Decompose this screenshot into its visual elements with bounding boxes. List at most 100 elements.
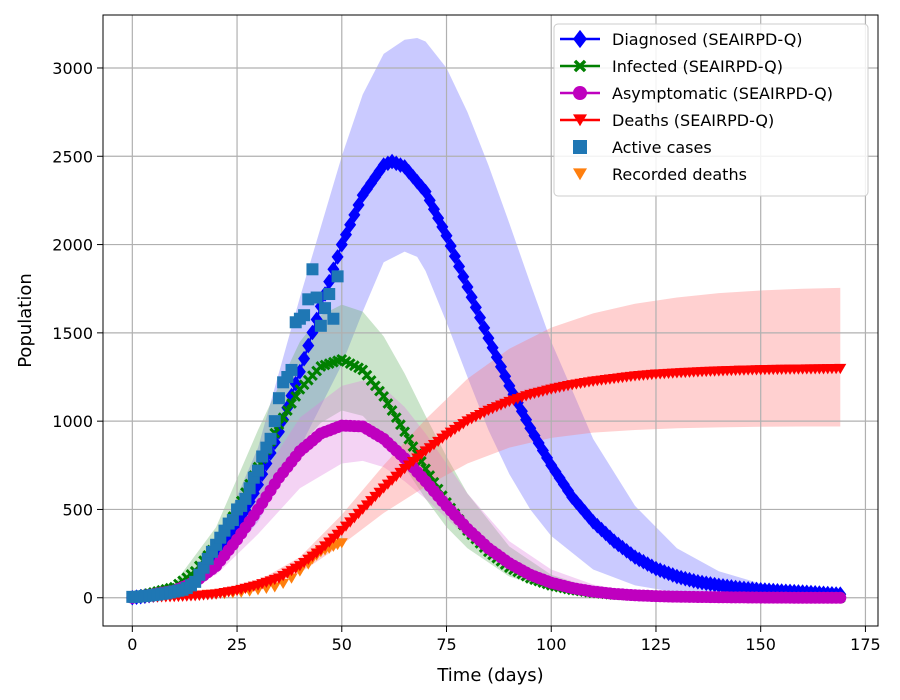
series-point — [390, 412, 402, 424]
active-cases-point — [331, 270, 344, 283]
y-tick-label: 3000 — [52, 59, 93, 78]
x-tick-label: 0 — [127, 635, 137, 654]
series-point — [407, 441, 419, 452]
active-cases-point — [314, 319, 327, 332]
legend-label: Asymptomatic (SEAIRPD-Q) — [612, 84, 833, 103]
x-tick-label: 100 — [536, 635, 567, 654]
series-point — [395, 419, 406, 431]
legend-entry-infected-seairpd-q: Infected (SEAIRPD-Q) — [560, 57, 783, 76]
series-point — [461, 279, 474, 295]
legend-label: Infected (SEAIRPD-Q) — [612, 57, 783, 76]
legend-marker — [573, 140, 587, 154]
y-tick-label: 0 — [83, 589, 93, 608]
y-tick-label: 1000 — [52, 412, 93, 431]
series-point — [386, 405, 398, 416]
legend-entry-recorded-deaths: Recorded deaths — [573, 165, 747, 184]
series-point — [286, 398, 297, 409]
legend-entry-diagnosed-seairpd-q: Diagnosed (SEAIRPD-Q) — [560, 29, 803, 49]
series-point — [402, 164, 415, 180]
series-deaths-seairpd-q — [126, 363, 847, 604]
x-tick-label: 150 — [745, 635, 776, 654]
active-cases-point — [310, 291, 323, 304]
y-tick-label: 2500 — [52, 147, 93, 166]
series-point — [587, 514, 600, 530]
series-point — [226, 525, 239, 542]
plot-area-frame — [102, 14, 879, 627]
active-cases-point — [327, 312, 340, 325]
series-point — [444, 238, 457, 254]
series-point — [356, 187, 369, 203]
series-point — [457, 268, 470, 285]
y-tick-label: 500 — [62, 500, 93, 519]
active-cases-point — [252, 464, 264, 477]
x-tick-label: 25 — [227, 635, 247, 654]
y-axis-title: Population — [15, 273, 36, 368]
series-point — [834, 363, 847, 375]
series-point — [298, 350, 311, 367]
legend-entry-active-cases: Active cases — [573, 138, 712, 157]
series-point — [620, 542, 633, 559]
recorded-deaths-point — [335, 538, 348, 549]
legend-label: Active cases — [612, 138, 712, 157]
series-point — [331, 249, 344, 265]
legend: Diagnosed (SEAIRPD-Q) Infected (SEAIRPD-Q… — [553, 23, 869, 197]
band-asymptomatic-seairpd-q — [132, 380, 841, 598]
active-cases-point — [239, 492, 252, 505]
series-point — [302, 337, 315, 354]
series-point — [323, 273, 336, 290]
series-point — [373, 163, 386, 179]
active-cases-point — [306, 263, 319, 276]
series-point — [448, 248, 461, 265]
x-axis-title: Time (days) — [436, 665, 543, 686]
legend-label: Deaths (SEAIRPD-Q) — [612, 111, 774, 130]
y-tick-label: 2000 — [52, 236, 93, 255]
series-point — [599, 525, 612, 542]
recorded-deaths-point — [268, 582, 281, 593]
series-point — [553, 470, 566, 486]
series-point — [834, 591, 847, 604]
band-deaths-seairpd-q — [132, 287, 841, 598]
series-point — [348, 207, 361, 223]
legend-marker — [573, 59, 587, 73]
series-point — [499, 368, 512, 385]
active-cases-point — [323, 288, 336, 301]
x-tick-label: 175 — [850, 635, 881, 654]
series-point — [378, 391, 390, 402]
series-point — [453, 258, 466, 275]
legend-marker — [573, 114, 587, 127]
active-cases-point — [264, 432, 277, 445]
legend-marker — [573, 29, 587, 49]
series-point — [478, 320, 491, 336]
legend-box — [553, 23, 869, 197]
active-cases-point — [226, 514, 239, 527]
active-cases-point — [268, 415, 281, 428]
series-point — [574, 499, 587, 515]
series-point — [290, 391, 302, 402]
active-cases-point — [243, 482, 256, 495]
legend-marker — [573, 86, 587, 100]
series-point — [520, 411, 533, 428]
y-tick-label: 1500 — [52, 324, 93, 343]
legend-entry-asymptomatic-seairpd-q: Asymptomatic (SEAIRPD-Q) — [560, 84, 833, 103]
legend-entry-deaths-seairpd-q: Deaths (SEAIRPD-Q) — [560, 111, 774, 130]
series-point — [562, 482, 574, 499]
legend-label: Diagnosed (SEAIRPD-Q) — [612, 30, 803, 49]
band-diagnosed-seairpd-q — [132, 37, 841, 598]
series-point — [403, 433, 415, 445]
axis-ticks: 0 25 50 75 100 125 150 175 0 500 1000 1500 2000 2500 3… — [52, 59, 880, 654]
series-point — [469, 299, 482, 316]
series-point — [490, 349, 503, 366]
active-cases-point — [298, 309, 311, 322]
active-cases-point — [247, 471, 260, 484]
series-point — [399, 426, 411, 438]
active-cases-point — [285, 363, 298, 376]
active-cases-point — [319, 302, 332, 315]
series-point — [427, 201, 440, 218]
series-point — [440, 227, 453, 244]
legend-label: Recorded deaths — [612, 165, 747, 184]
series-point — [474, 309, 487, 326]
series-point — [281, 405, 293, 416]
series-point — [398, 159, 411, 175]
series-point — [503, 378, 516, 394]
